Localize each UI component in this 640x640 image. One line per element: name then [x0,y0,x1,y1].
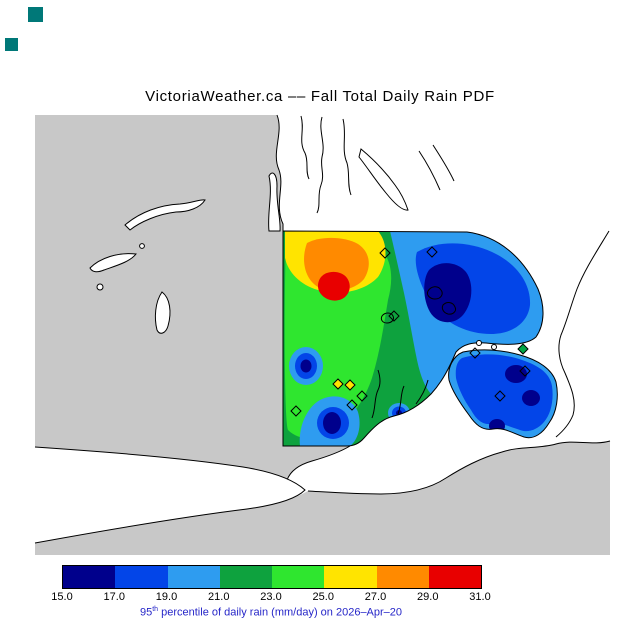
station-diamond [426,246,438,258]
land-vancouver-island [35,115,283,555]
caption-base: 95 [139,606,153,619]
islet-outline [441,302,456,315]
islet-outline [476,340,482,346]
land-olympic-mainland [35,441,610,555]
decor-teal-square-2 [5,38,18,51]
se-navy-2 [522,390,540,406]
station-diamond [494,390,506,402]
contour-navy-east-min [424,263,472,323]
caption-sup: th [152,606,159,613]
colorbar-cell-brightgreen [272,566,325,588]
se-blue [455,354,553,432]
lake [139,243,145,249]
colorbar [62,565,482,589]
colorbar-tick-label: 21.0 [208,591,230,603]
inlet [268,172,281,232]
station-diamond [356,390,368,402]
se-navy-3 [489,419,505,433]
rain-field-main-outline [282,230,544,447]
land-group [35,115,610,555]
coastline-island-east [275,114,284,231]
field-coast-detail [371,286,497,419]
lake [96,283,104,291]
colorbar-tick-label: 23.0 [260,591,282,603]
lake [124,199,206,231]
station-diamond [344,379,356,391]
islet-outline [427,286,443,300]
station-diamond [469,347,481,359]
inlet-line [397,385,405,415]
colorbar-cell-lightblue [167,566,220,588]
contour-red-max [317,271,350,301]
land-south-island-sliver [283,446,350,488]
colorbar-labels: 15.0 17.0 19.0 21.0 23.0 25.0 27.0 29.0 31.0 [51,591,490,604]
lake-group [89,172,281,334]
page-title: VictoriaWeather.ca –– Fall Total Daily R… [145,88,495,105]
pocket-s-navy [323,412,341,434]
colorbar-cell-yellow [324,566,377,588]
pocket-sw-navy [300,359,312,373]
fjord-group [300,115,610,438]
decor-teal-square-1 [28,7,43,22]
station-diamond [332,378,344,390]
colorbar-cell-red [428,566,481,588]
lake [89,253,137,273]
fjord-line [300,115,310,180]
station-diamond [519,365,531,377]
mainland-coast-east [555,230,610,438]
coastline-victoria-south [286,445,351,481]
islet-outline [380,312,394,324]
colorbar-cell-navy [63,566,116,588]
caption-rest: percentile of daily rain (mm/day) on 202… [158,606,403,619]
fjord-line [418,150,441,191]
station-diamond [388,310,400,322]
fjord-line [432,144,455,182]
colorbar-tick-label: 15.0 [51,591,73,603]
colorbar-cell-blue [115,566,168,588]
station-diamond [379,247,391,259]
colorbar-tick-label: 27.0 [364,591,387,603]
colorbar-tick-label: 31.0 [469,591,491,603]
colorbar-tick-label: 25.0 [312,591,334,603]
caption: 95th percentile of daily rain (mm/day) o… [62,606,480,619]
colorbar-tick-label: 17.0 [103,591,125,603]
colorbar-tick-label: 19.0 [155,591,178,603]
coastline-group [275,114,611,495]
rain-field-main [283,231,544,446]
lake [154,291,171,334]
fjord-line [316,116,324,214]
inlet-line [371,369,381,419]
station-diamond [346,399,358,411]
inlet-line [415,379,429,405]
station-diamond [517,343,529,355]
station-markers [290,246,531,417]
islet-outline [491,344,497,350]
fjord-line [342,118,352,196]
rain-field-se-outline [448,349,558,439]
island-outline [358,148,409,211]
strait-coastline [34,446,306,544]
colorbar-cell-orange [376,566,429,588]
rain-field [282,230,558,447]
station-diamond [290,405,302,417]
strait-water [35,447,305,543]
colorbar-tick-label: 29.0 [417,591,439,603]
coastline-olympic-north [307,440,611,495]
contour-orange [304,237,369,291]
colorbar-cell-green [219,566,272,588]
